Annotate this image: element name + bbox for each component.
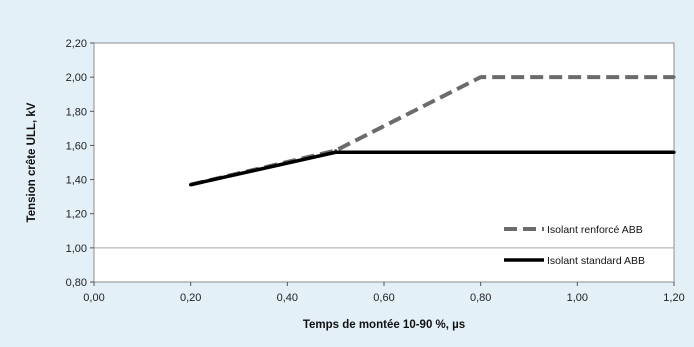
data-point [334, 150, 338, 154]
x-tick-label: 0,80 [470, 292, 491, 304]
legend: Isolant renforcé ABB Isolant standard ABB [504, 224, 645, 267]
legend-label-2: Isolant standard ABB [547, 255, 645, 267]
data-point [189, 183, 193, 187]
data-point [672, 75, 676, 79]
axes: 0,80 1,00 1,20 1,40 1,60 1,80 2,00 2,20 0,00 0,20… [66, 38, 685, 304]
y-tick-label: 2,00 [66, 72, 87, 84]
series-line-1 [190, 75, 674, 187]
legend-label-1: Isolant renforcé ABB [547, 224, 643, 236]
data-point [672, 150, 676, 154]
plot-area [93, 42, 675, 283]
y-tick-label: 1,00 [66, 243, 87, 255]
y-tick-label: 1,60 [66, 140, 87, 152]
data-point [479, 75, 483, 79]
x-axis-title: Temps de montée 10-90 %, µs [303, 319, 465, 331]
x-tick-label: 0,60 [373, 292, 394, 304]
x-tick-label: 1,20 [663, 292, 684, 304]
series-lines [189, 75, 676, 187]
x-tick-label: 1,00 [567, 292, 588, 304]
y-tick-label: 0,80 [66, 277, 87, 289]
x-tick-label: 0,00 [83, 292, 104, 304]
x-tick-label: 0,20 [180, 292, 201, 304]
x-tick-label: 0,40 [277, 292, 298, 304]
y-tick-label: 2,20 [66, 38, 87, 50]
y-tick-label: 1,80 [66, 106, 87, 118]
y-axis-title: Tension crête ULL, kV [26, 102, 38, 222]
y-tick-label: 1,40 [66, 175, 87, 187]
y-tick-label: 1,20 [66, 209, 87, 221]
